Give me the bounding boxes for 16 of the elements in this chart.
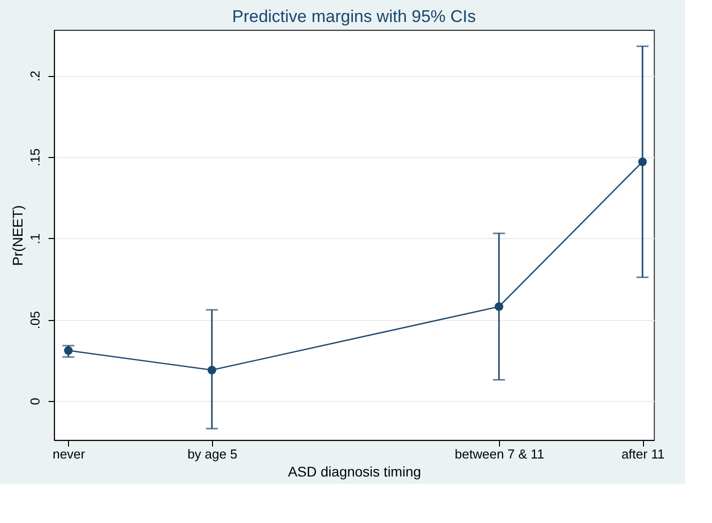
- point: [638, 157, 647, 166]
- y-tick-label: .05: [28, 311, 42, 330]
- point: [64, 346, 73, 355]
- x-axis-title: ASD diagnosis timing: [288, 464, 422, 480]
- x-tick-label: by age 5: [187, 446, 238, 462]
- point: [494, 302, 504, 311]
- point: [208, 366, 216, 374]
- chart-title: Predictive margins with 95% CIs: [232, 7, 476, 26]
- x-tick-label: never: [52, 446, 86, 462]
- y-tick-label: 0: [28, 398, 42, 406]
- x-tick-label: after 11: [621, 446, 665, 462]
- x-tick-label: between 7 & 11: [454, 446, 544, 462]
- y-tick-label: .15: [28, 148, 42, 166]
- y-tick-label: .1: [28, 233, 42, 244]
- y-tick-label: .2: [28, 70, 42, 82]
- y-axis-title: Pr(NEET): [10, 205, 26, 266]
